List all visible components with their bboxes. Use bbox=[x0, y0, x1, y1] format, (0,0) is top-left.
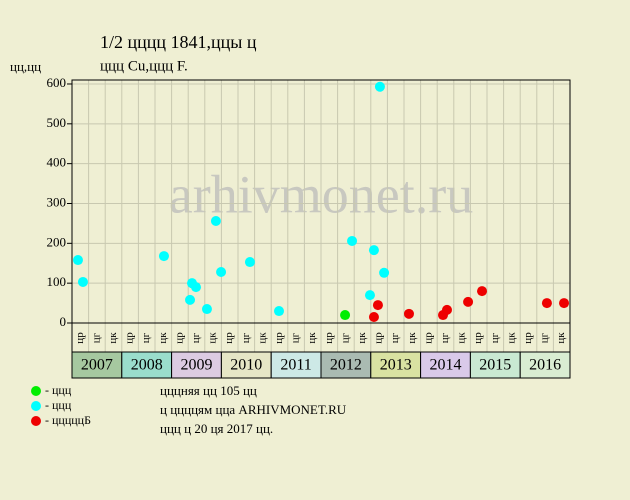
y-tick-label: 500 bbox=[47, 115, 67, 130]
point bbox=[372, 300, 383, 311]
y-tick-label: 600 bbox=[47, 75, 67, 90]
chart-subtitle: ццц Cu,ццц F. bbox=[100, 58, 188, 74]
point bbox=[347, 235, 358, 246]
year-cell bbox=[171, 351, 222, 379]
year-cell bbox=[370, 351, 422, 379]
note: цццняя цц 105 цц bbox=[160, 383, 257, 398]
column-label: цк bbox=[207, 332, 219, 344]
year-cell bbox=[320, 351, 372, 379]
column-label: цр bbox=[323, 332, 335, 344]
y-tick-label: 0 bbox=[60, 314, 67, 329]
column-label: цр bbox=[422, 332, 434, 344]
column-label: цр bbox=[522, 332, 534, 344]
year-label: 2016 bbox=[529, 357, 561, 374]
plot-frame bbox=[71, 79, 571, 353]
note: ццц ц 20 ця 2017 цц. bbox=[160, 421, 273, 436]
point bbox=[77, 276, 88, 287]
point bbox=[379, 267, 390, 278]
point bbox=[477, 286, 488, 297]
legend-marker bbox=[31, 401, 41, 411]
year-label: 2014 bbox=[430, 357, 462, 374]
column-label: цг bbox=[339, 332, 351, 343]
column-label: цк bbox=[107, 332, 119, 344]
column-label: цр bbox=[74, 332, 86, 344]
y-tick-label: 100 bbox=[47, 274, 67, 289]
column-label: цк bbox=[505, 332, 517, 344]
column-label: цк bbox=[555, 332, 567, 344]
point bbox=[185, 294, 196, 305]
point bbox=[403, 308, 414, 319]
note: ц ццццям цца ARHIVMONET.RU bbox=[160, 402, 347, 417]
point bbox=[72, 255, 83, 266]
year-label: 2007 bbox=[81, 357, 113, 374]
column-label: цр bbox=[472, 332, 484, 344]
y-tick-label: 200 bbox=[47, 234, 67, 249]
legend-marker bbox=[31, 386, 41, 396]
y-axis-label: цц,цц bbox=[10, 59, 41, 74]
point bbox=[191, 282, 202, 293]
column-label: цр bbox=[273, 332, 285, 344]
column-label: цр bbox=[173, 332, 185, 344]
column-label: цк bbox=[157, 332, 169, 344]
legend-marker bbox=[31, 416, 41, 426]
point bbox=[216, 267, 227, 278]
year-label: 2009 bbox=[181, 357, 213, 374]
column-label: цр bbox=[373, 332, 385, 344]
column-label: цк bbox=[356, 332, 368, 344]
point bbox=[274, 306, 285, 317]
point bbox=[201, 304, 212, 315]
year-label: 2011 bbox=[280, 357, 311, 374]
year-label: 2012 bbox=[330, 357, 362, 374]
column-label: цг bbox=[190, 332, 202, 343]
column-label: цг bbox=[240, 332, 252, 343]
column-label: цг bbox=[489, 332, 501, 343]
point bbox=[244, 257, 255, 268]
point bbox=[158, 251, 169, 262]
point bbox=[374, 81, 385, 92]
point bbox=[368, 312, 379, 323]
point bbox=[541, 298, 552, 309]
year-label: 2015 bbox=[479, 357, 511, 374]
column-label: цк bbox=[306, 332, 318, 344]
year-label: 2010 bbox=[230, 357, 262, 374]
legend-label: - цццццБ bbox=[45, 413, 91, 427]
year-cell bbox=[270, 351, 322, 379]
column-label: цг bbox=[290, 332, 302, 343]
column-label: цк bbox=[256, 332, 268, 344]
point bbox=[364, 290, 375, 301]
point bbox=[463, 296, 474, 307]
column-label: цк bbox=[406, 332, 418, 344]
column-label: цг bbox=[439, 332, 451, 343]
column-label: цг bbox=[90, 332, 102, 343]
year-label: 2013 bbox=[380, 357, 412, 374]
point bbox=[441, 304, 452, 315]
point bbox=[368, 245, 379, 256]
column-label: цр bbox=[223, 332, 235, 344]
point bbox=[559, 298, 570, 309]
column-label: цг bbox=[389, 332, 401, 343]
column-label: цр bbox=[124, 332, 136, 344]
y-tick-label: 300 bbox=[47, 194, 67, 209]
legend-label: - ццц bbox=[45, 383, 72, 397]
chart-title: 1/2 цццц 1841,ццы ц bbox=[100, 32, 257, 52]
year-label: 2008 bbox=[131, 357, 163, 374]
column-label: цг bbox=[539, 332, 551, 343]
point bbox=[340, 310, 351, 321]
column-label: цк bbox=[456, 332, 468, 344]
year-cell bbox=[121, 351, 173, 379]
y-tick-label: 400 bbox=[47, 155, 67, 170]
column-label: цг bbox=[140, 332, 152, 343]
legend-label: - ццц bbox=[45, 398, 72, 412]
point bbox=[210, 216, 221, 227]
